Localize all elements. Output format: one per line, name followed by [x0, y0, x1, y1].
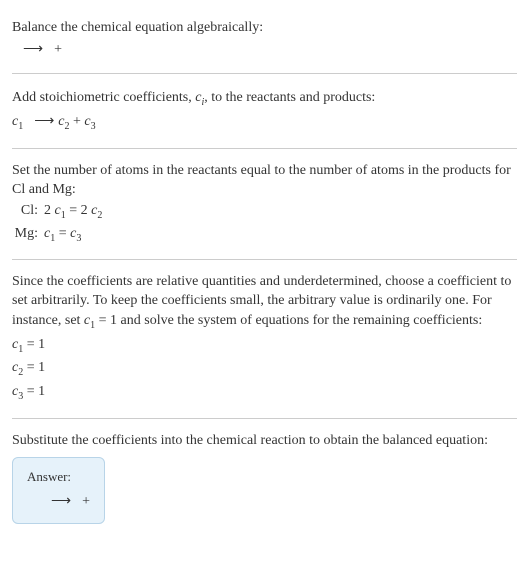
c1-sub: 1: [18, 121, 23, 132]
mg-label: Mg:: [12, 224, 44, 244]
answer-label: Answer:: [27, 468, 90, 486]
mg-eq-body: c1 = c3: [44, 224, 81, 246]
atoms-text: Set the number of atoms in the reactants…: [12, 161, 517, 200]
eq1-val: = 1: [23, 337, 45, 352]
cl-label: Cl:: [12, 201, 44, 221]
answer-plus: +: [79, 494, 90, 509]
intro-equation: ⟶ +: [12, 40, 517, 60]
section-atoms: Set the number of atoms in the reactants…: [12, 153, 517, 255]
divider-4: [12, 418, 517, 419]
sol-eq2: c2 = 1: [12, 358, 517, 380]
cl-equation: Cl: 2 c1 = 2 c2: [12, 201, 517, 223]
solve-text-b: = 1 and solve the system of equations fo…: [95, 313, 482, 328]
coeff-suffix: , to the reactants and products:: [204, 90, 375, 105]
cl-eq: =: [66, 203, 81, 218]
answer-equation: ⟶ +: [27, 492, 90, 512]
mg-equation: Mg: c1 = c3: [12, 224, 517, 246]
section-balance-intro: Balance the chemical equation algebraica…: [12, 8, 517, 69]
coeff-prefix: Add stoichiometric coefficients,: [12, 90, 195, 105]
section-coefficients: Add stoichiometric coefficients, ci, to …: [12, 78, 517, 144]
mg-c3-sub: 3: [76, 233, 81, 244]
coeff-equation: c1 ⟶c2 + c3: [12, 112, 517, 134]
plus-sign: +: [54, 42, 62, 57]
section-substitute: Substitute the coefficients into the che…: [12, 423, 517, 532]
sol-eq1: c1 = 1: [12, 335, 517, 357]
section-solve: Since the coefficients are relative quan…: [12, 264, 517, 414]
eq2-val: = 1: [23, 360, 45, 375]
mg-eq: =: [55, 226, 70, 241]
solve-text: Since the coefficients are relative quan…: [12, 272, 517, 333]
substitute-text: Substitute the coefficients into the che…: [12, 431, 517, 451]
cl-2a: 2: [44, 203, 55, 218]
answer-box: Answer: ⟶ +: [12, 457, 105, 525]
intro-text: Balance the chemical equation algebraica…: [12, 18, 517, 38]
cl-2b: 2: [81, 203, 92, 218]
divider-1: [12, 73, 517, 74]
divider-2: [12, 148, 517, 149]
arrow-icon: ⟶: [23, 40, 43, 60]
cl-c2-sub: 2: [97, 210, 102, 221]
coeff-text: Add stoichiometric coefficients, ci, to …: [12, 88, 517, 110]
eq3-val: = 1: [23, 384, 45, 399]
answer-arrow-icon: ⟶: [51, 492, 71, 512]
c3-sub: 3: [91, 121, 96, 132]
cl-eq-body: 2 c1 = 2 c2: [44, 201, 102, 223]
divider-3: [12, 259, 517, 260]
sol-eq3: c3 = 1: [12, 382, 517, 404]
plus-2: +: [70, 114, 85, 129]
arrow-icon-2: ⟶: [34, 112, 54, 132]
